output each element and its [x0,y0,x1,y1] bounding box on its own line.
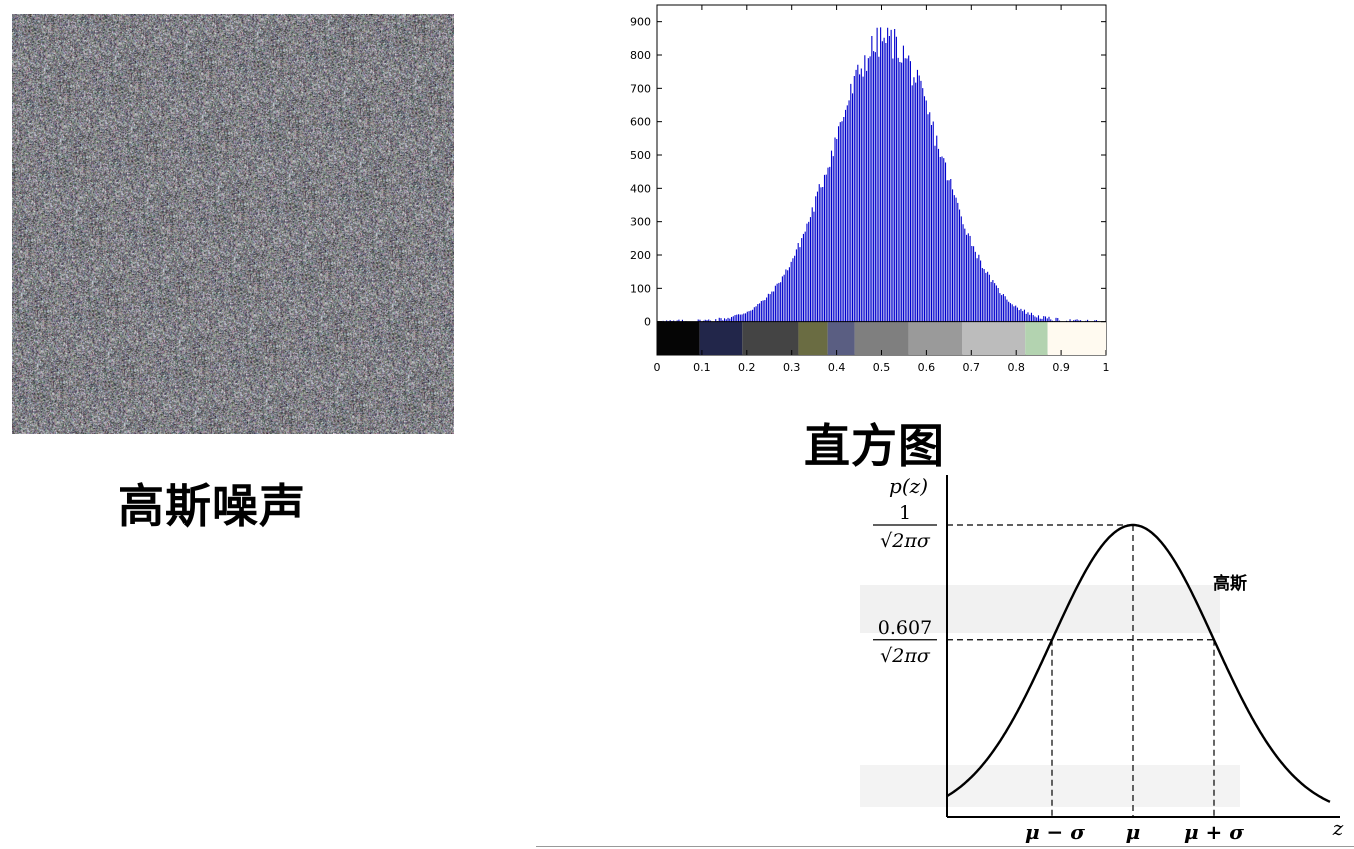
x-tick-label: 0.7 [963,361,981,374]
gaussian-pdf-diagram: p(z) z 1 √2πσ 0.607 √2πσ μ − σ μ μ + σ 高斯 [860,474,1344,844]
gaussian-curve [946,523,1331,803]
y-mark-numerator: 1 [899,502,911,524]
colorbar-segment [699,321,743,355]
x-mark-label: μ [1126,820,1141,844]
bleed-through-band [860,585,1220,633]
y-tick-label: 900 [630,16,651,29]
noise-canvas [12,14,454,434]
x-tick-label: 0.8 [1007,361,1024,374]
x-axis-label: z [1332,816,1344,840]
colorbar-segment [827,321,855,355]
x-tick-label: 0.1 [693,361,711,374]
y-tick-label: 800 [630,49,651,62]
y-tick-label: 300 [630,216,651,229]
colorbar-segment [742,321,799,355]
y-mark-numerator: 0.607 [878,617,932,639]
y-tick-label: 0 [644,316,651,329]
colorbar-segment [962,321,1026,355]
y-tick-label: 400 [630,182,651,195]
y-tick-label: 200 [630,249,651,262]
y-axis-label: p(z) [889,474,928,498]
colorbar-segment [798,321,828,355]
histogram-chart: 0 100 200 300 400 500 600 700 800 900 0 0.1 0.2 0.3 0.… [630,4,1110,374]
y-mark-denominator: √2πσ [880,645,931,667]
x-mark-label: μ + σ [1184,820,1244,844]
x-tick-label: 0.3 [783,361,801,374]
x-tick-label: 0.6 [918,361,936,374]
colorbar-segment [1047,321,1106,355]
y-mark-denominator: √2πσ [880,530,931,552]
x-tick-label: 0.2 [738,361,756,374]
x-tick-label: 0.9 [1052,361,1070,374]
x-tick-label: 0.5 [873,361,891,374]
bleed-through-band [860,765,1240,807]
colorbar-segment [908,321,963,355]
y-tick-label: 600 [630,116,651,129]
gaussian-noise-image [12,14,454,434]
colorbar-segment [657,321,700,355]
x-tick-label: 0 [654,361,661,374]
colorbar-segment [854,321,909,355]
y-tick-label: 500 [630,149,651,162]
x-mark-label: μ − σ [1025,820,1085,844]
y-tick-label: 700 [630,82,651,95]
histogram-frame [656,4,1107,356]
curve-label: 高斯 [1213,573,1247,594]
y-tick-label: 100 [630,282,651,295]
bottom-divider [536,846,1354,847]
noise-caption: 高斯噪声 [118,479,306,533]
histogram-caption: 直方图 [804,419,945,473]
colorbar-segment [1025,321,1048,355]
x-tick-label: 0.4 [828,361,846,374]
x-tick-label: 1 [1103,361,1110,374]
